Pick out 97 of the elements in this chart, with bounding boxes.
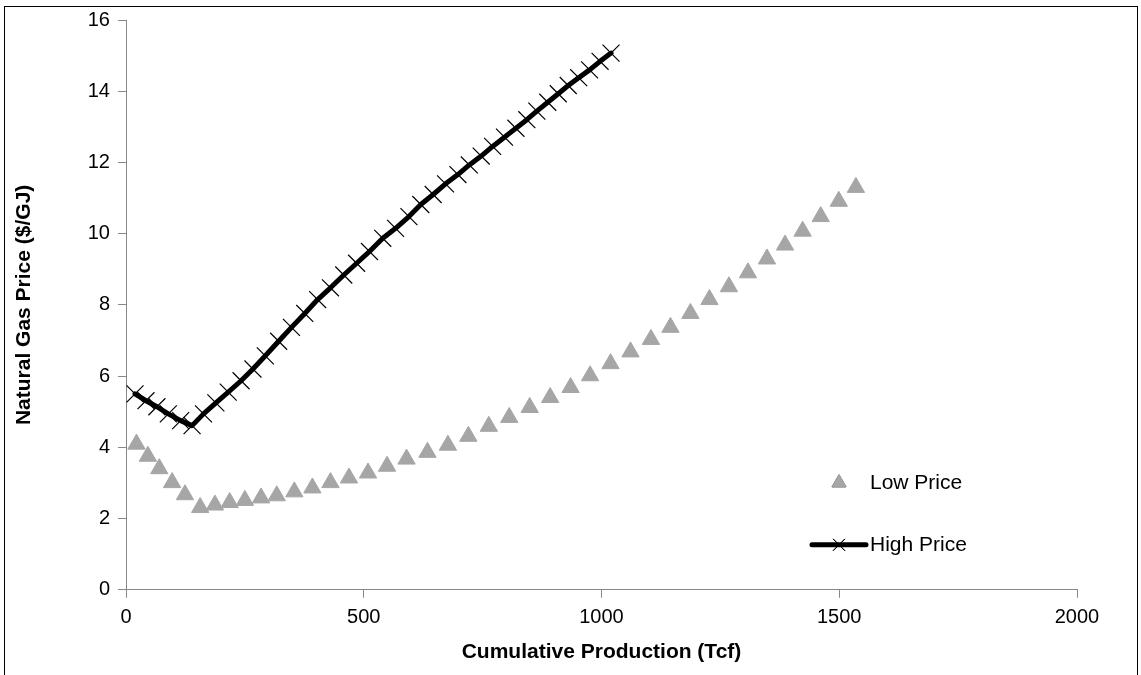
point [495,128,514,147]
x-tick-label: 1000 [579,605,624,628]
point [175,484,195,501]
point [126,384,145,404]
point [127,433,146,450]
point [295,304,314,323]
point [397,448,416,465]
y-tick-label: 10 [87,221,110,244]
point [191,497,210,514]
y-tick-label: 2 [98,506,110,529]
point [358,462,378,479]
point [411,195,430,214]
x-tick-label: 1500 [817,605,862,628]
point [136,391,156,410]
legend-label: Low Price [870,469,963,493]
point [171,411,190,430]
point [601,353,620,370]
point [159,404,178,423]
point [500,406,519,423]
point [448,165,467,184]
point [150,458,169,475]
x-tick-label: 2000 [1054,605,1100,628]
y-tick-label: 14 [87,78,110,101]
point [811,206,830,223]
point [360,242,379,261]
point [590,52,610,71]
point [269,332,288,351]
point [321,278,340,297]
legend-label: High Price [870,531,967,555]
point [231,371,251,390]
point [580,60,599,79]
point [601,44,621,63]
point [681,302,700,319]
point [377,455,397,472]
point [205,494,225,511]
point [538,93,557,112]
point [569,68,588,87]
point [559,76,578,95]
point [219,383,238,402]
point [308,290,327,309]
point [183,416,202,435]
point [549,84,568,103]
point [738,262,758,279]
point [459,425,478,442]
y-tick-label: 6 [98,363,110,386]
point [285,481,304,498]
x-tick-label: 0 [120,605,132,628]
point [243,359,263,379]
point [347,254,366,273]
point [483,137,502,156]
point [580,365,600,382]
point [719,276,739,293]
point [621,341,640,358]
y-axis-title: Natural Gas Price ($/GJ) [11,184,35,426]
point [334,265,353,285]
point [472,146,491,166]
point [251,487,271,504]
point [282,318,301,337]
point [540,386,560,403]
point [775,234,795,251]
y-tick-label: 8 [98,292,110,315]
point [418,441,437,458]
x-axis-title: Cumulative Production (Tcf) [461,639,742,663]
point [506,119,525,138]
point [527,102,546,121]
point [438,434,458,451]
point [661,316,680,333]
point [194,404,213,423]
y-tick-label: 12 [87,149,110,172]
point [386,219,405,238]
x-tick-label: 500 [347,605,381,628]
point [235,489,255,506]
point [757,248,777,265]
point [561,377,580,394]
point [479,415,498,432]
point [517,110,536,129]
point [162,472,182,489]
point [641,328,661,345]
point [424,185,443,204]
point [206,393,225,412]
point [399,207,419,226]
point [520,396,539,413]
point [147,397,166,416]
point [339,467,359,484]
point [321,472,340,489]
point [460,155,479,175]
point [700,289,719,306]
point [436,174,455,193]
y-tick-label: 0 [98,577,110,600]
point [373,229,392,248]
point [303,477,322,494]
point [256,346,275,365]
point [267,485,286,502]
point [220,492,239,509]
y-tick-label: 16 [87,7,110,30]
y-tick-label: 4 [98,434,110,457]
point [138,445,158,462]
